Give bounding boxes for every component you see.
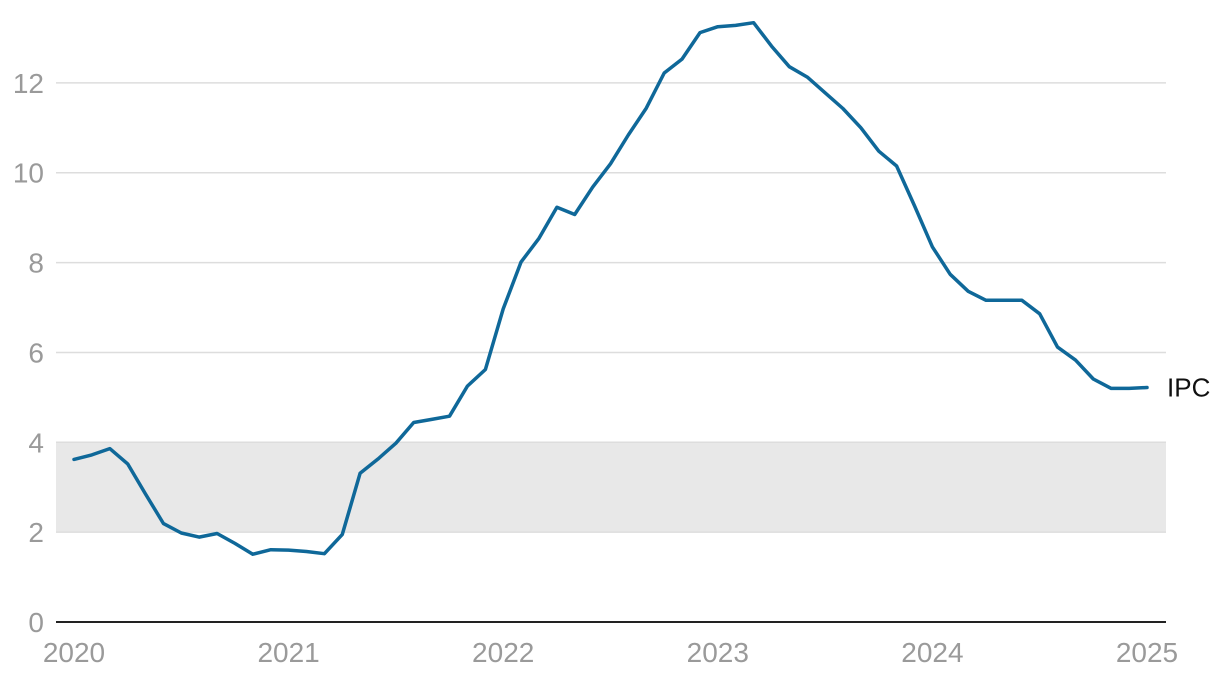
series-line-0 xyxy=(72,20,1149,556)
x-tick-label: 2021 xyxy=(257,637,319,668)
y-tick-label: 0 xyxy=(28,607,44,638)
x-tick-label: 2024 xyxy=(901,637,963,668)
x-tick-label: 2020 xyxy=(43,637,105,668)
y-tick-label: 2 xyxy=(28,517,44,548)
series-label: IPC xyxy=(1167,372,1210,402)
y-tick-label: 4 xyxy=(28,427,44,458)
target-band xyxy=(56,442,1166,533)
y-axis-tick-labels: 0 2 4 6 8 10 12 xyxy=(13,68,44,638)
x-tick-label: 2025 xyxy=(1116,637,1178,668)
y-tick-label: 8 xyxy=(28,248,44,279)
y-tick-label: 10 xyxy=(13,158,44,189)
gridlines xyxy=(56,82,1166,533)
x-tick-label: 2022 xyxy=(472,637,534,668)
x-axis-tick-labels: 2020 2021 2022 2023 2024 2025 xyxy=(43,637,1178,668)
series-layer xyxy=(72,20,1149,556)
x-tick-label: 2023 xyxy=(687,637,749,668)
target-band-layer xyxy=(56,442,1166,533)
y-tick-label: 12 xyxy=(13,68,44,99)
y-tick-label: 6 xyxy=(28,337,44,368)
series-label-layer: IPC xyxy=(1167,372,1210,402)
